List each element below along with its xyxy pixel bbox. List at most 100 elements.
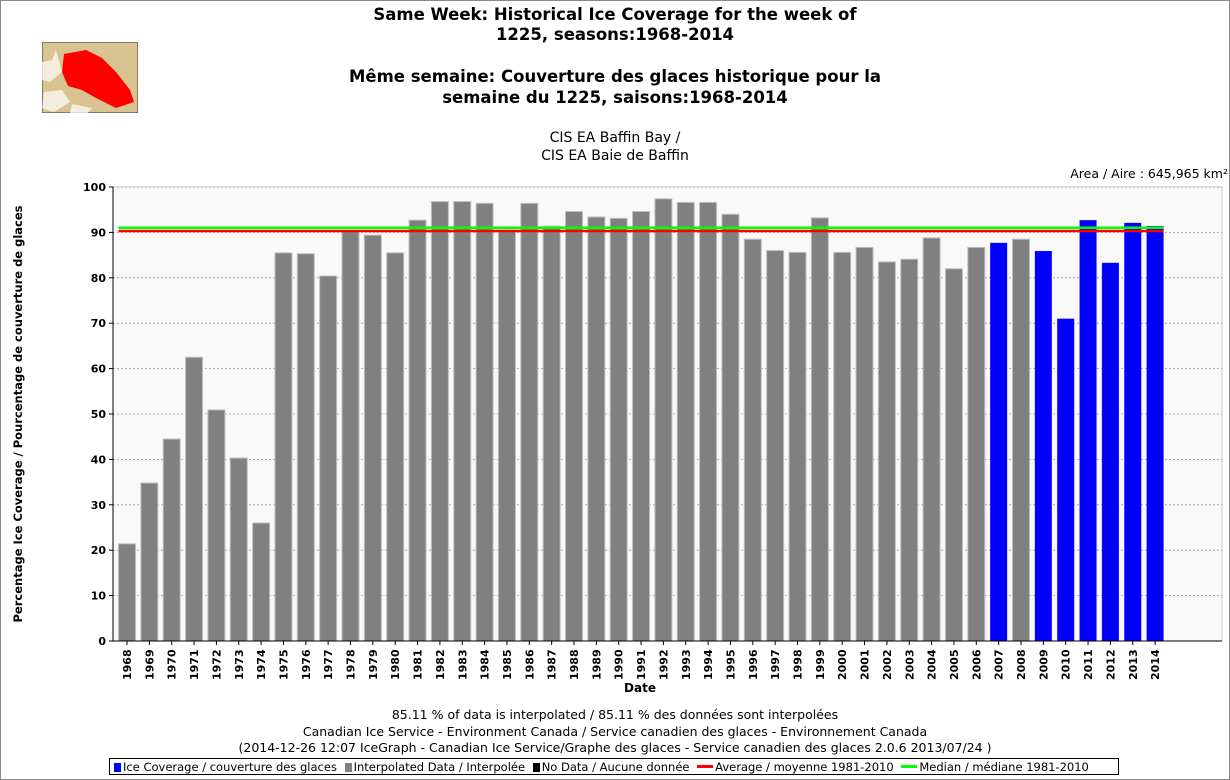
x-tick-label: 2001 [859, 649, 872, 680]
legend-label: Interpolated Data / Interpolée [353, 760, 526, 774]
x-tick-label: 1977 [322, 649, 335, 680]
footer-version: (2014-12-26 12:07 IceGraph - Canadian Ic… [238, 740, 992, 755]
bar-2003 [900, 258, 919, 642]
bar-1990 [609, 217, 628, 642]
x-tick-label: 1998 [792, 649, 805, 680]
bar-2010 [1057, 318, 1075, 641]
x-tick-label: 1988 [568, 649, 581, 680]
bar-1998 [788, 251, 807, 642]
bar-1999 [810, 217, 829, 642]
y-tick-label: 80 [91, 272, 107, 285]
x-tick-label: 2012 [1104, 649, 1117, 680]
x-tick-label: 1985 [501, 649, 514, 680]
legend-swatch [697, 765, 714, 768]
bar-1978 [341, 230, 360, 642]
x-tick-label: 1993 [680, 649, 693, 680]
bar-1991 [632, 211, 651, 642]
bar-1980 [386, 252, 405, 642]
x-tick-label: 1981 [412, 649, 425, 680]
x-tick-label: 1994 [702, 649, 715, 680]
x-tick-label: 2005 [948, 649, 961, 680]
x-tick-label: 2014 [1149, 649, 1162, 680]
x-tick-label: 2007 [993, 649, 1006, 680]
bar-1997 [766, 250, 785, 642]
title-fr-line1: Même semaine: Couverture des glaces hist… [349, 67, 881, 86]
y-tick-label: 10 [91, 590, 107, 603]
legend-swatch [344, 763, 352, 772]
area-label: Area / Aire : 645,965 km² [1070, 166, 1228, 181]
region-en: CIS EA Baffin Bay / [549, 130, 681, 146]
x-tick-label: 1991 [635, 649, 648, 680]
legend-item-median: Median / médiane 1981-2010 [901, 760, 1089, 774]
bar-2011 [1079, 220, 1097, 641]
x-tick-label: 1972 [210, 649, 223, 680]
bar-1974 [252, 522, 271, 642]
bar-1973 [229, 457, 248, 642]
bar-1994 [699, 201, 718, 642]
bar-1972 [207, 409, 226, 642]
x-tick-label: 2011 [1082, 649, 1095, 680]
bar-1982 [430, 201, 449, 642]
x-tick-label: 1970 [166, 649, 179, 680]
legend-item-no-data: No Data / Aucune donnée [532, 760, 690, 774]
x-tick-label: 2009 [1037, 649, 1050, 680]
y-tick-label: 60 [91, 363, 107, 376]
y-tick-label: 40 [91, 453, 107, 466]
bar-1975 [274, 252, 293, 642]
legend: Ice Coverage / couverture des glaces Int… [109, 758, 1119, 775]
bar-chart: 0 10 20 30 40 50 60 70 80 90 100 1968 1969 1970 1971 19… [11, 181, 1223, 695]
bar-2006 [967, 246, 986, 642]
footer-interpolated-note: 85.11 % of data is interpolated / 85.11 … [391, 707, 839, 722]
y-tick-label: 90 [91, 226, 107, 239]
x-tick-label: 1971 [188, 649, 201, 680]
y-tick-label: 30 [91, 499, 107, 512]
x-tick-label: 1978 [345, 649, 358, 680]
region-map-thumbnail [42, 42, 138, 113]
x-tick-label: 1968 [121, 649, 134, 680]
bar-1968 [118, 543, 136, 642]
bar-1989 [587, 216, 606, 642]
bar-2007 [990, 242, 1008, 642]
bar-1983 [453, 201, 472, 642]
bar-1969 [140, 482, 159, 642]
y-tick-label: 50 [91, 408, 107, 421]
bar-1977 [319, 275, 338, 642]
legend-swatch [114, 763, 121, 772]
y-tick-label: 20 [91, 544, 107, 557]
y-tick-label: 70 [91, 317, 107, 330]
x-tick-label: 1983 [456, 649, 469, 680]
bar-2013 [1124, 222, 1142, 641]
x-tick-label: 1984 [479, 649, 492, 680]
bar-1970 [162, 438, 181, 642]
legend-label: Average / moyenne 1981-2010 [715, 760, 894, 774]
x-tick-label: 1982 [434, 649, 447, 680]
x-tick-label: 1992 [657, 649, 670, 680]
region-fr: CIS EA Baie de Baffin [541, 148, 689, 164]
legend-label: Median / médiane 1981-2010 [919, 760, 1089, 774]
bar-1996 [743, 238, 762, 642]
x-tick-label: 2006 [970, 649, 983, 680]
bar-1993 [676, 201, 695, 642]
x-tick-label: 1996 [747, 649, 760, 680]
bar-1985 [497, 229, 516, 642]
x-tick-label: 1969 [143, 649, 156, 680]
bar-1987 [542, 225, 561, 642]
bar-2000 [833, 251, 852, 642]
x-tick-label: 2000 [836, 649, 849, 680]
y-tick-label: 100 [83, 181, 106, 194]
x-tick-label: 1999 [814, 649, 827, 680]
x-tick-label: 1979 [367, 649, 380, 680]
bar-2014 [1146, 226, 1164, 641]
bar-1971 [185, 356, 204, 642]
x-tick-label: 1975 [277, 649, 290, 680]
bar-1995 [721, 213, 740, 642]
title-fr-line2: semaine du 1225, saisons:1968-2014 [442, 88, 788, 107]
x-tick-label: 1973 [233, 649, 246, 680]
legend-swatch [901, 765, 918, 768]
bar-1976 [296, 253, 315, 642]
x-tick-label: 1989 [590, 649, 603, 680]
y-axis-label: Percentage Ice Coverage / Pourcentage de… [11, 205, 25, 622]
legend-item-average: Average / moyenne 1981-2010 [697, 760, 894, 774]
x-tick-label: 1974 [255, 649, 268, 680]
bar-2008 [1012, 238, 1030, 642]
